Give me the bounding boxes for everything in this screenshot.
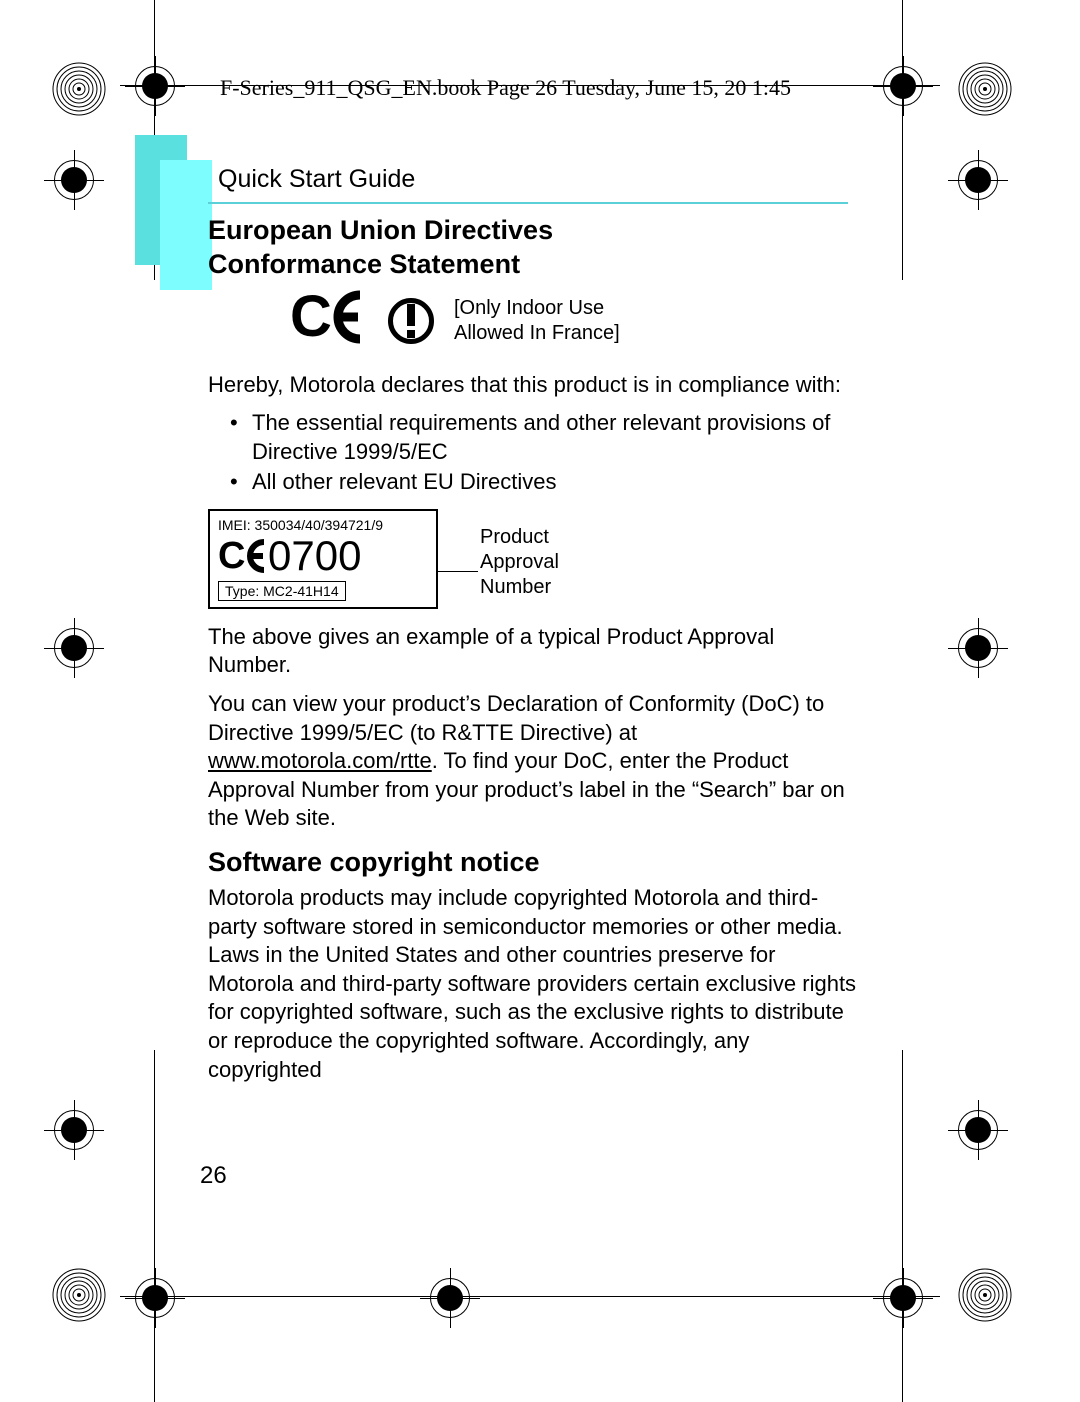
ce-approval-number: C 0700 [218,535,428,577]
product-label-box: IMEI: 350034/40/394721/9 C 0700 Type: MC2… [208,509,438,609]
text-line: Number [480,576,551,598]
body-paragraph: You can view your product’s Declaration … [208,690,860,833]
bullet-list: The essential requirements and other rel… [230,409,860,497]
svg-text:C: C [218,538,245,574]
crop-line [154,1050,155,1402]
registration-crosshair [54,1110,94,1150]
registration-crosshair [135,66,175,106]
section-title: European Union Directives Conformance St… [208,214,860,282]
registration-spiral [958,62,1012,116]
guide-title: Quick Start Guide [218,165,860,194]
type-box: Type: MC2-41H14 [218,581,346,601]
page-number: 26 [200,1162,227,1190]
list-item: All other relevant EU Directives [230,468,860,497]
registration-crosshair [958,628,998,668]
indoor-use-text: [Only Indoor Use Allowed In France] [454,296,620,346]
callout-line [438,571,478,572]
product-label-diagram: IMEI: 350034/40/394721/9 C 0700 Type: MC2… [208,509,860,609]
text-line: Product [480,526,549,548]
body-paragraph: Motorola products may include copyrighte… [208,884,860,1084]
body-paragraph: The above gives an example of a typical … [208,623,860,680]
title-rule [208,202,848,204]
page-header: F-Series_911_QSG_EN.book Page 26 Tuesday… [220,75,791,101]
section-title-line: Conformance Statement [208,249,520,279]
section-title-line: European Union Directives [208,215,553,245]
section-title: Software copyright notice [208,847,860,878]
callout-label: Product Approval Number [480,519,559,600]
text-span: You can view your product’s Declaration … [208,691,824,745]
text-line: Approval [480,551,559,573]
registration-crosshair [54,160,94,200]
crop-line [120,1296,940,1297]
text-line: [Only Indoor Use [454,297,604,319]
registration-spiral [52,62,106,116]
doc-link[interactable]: www.motorola.com/rtte [208,748,432,773]
registration-crosshair [958,160,998,200]
registration-crosshair [883,66,923,106]
text-line: Allowed In France] [454,322,620,344]
page-content: Quick Start Guide European Union Directi… [200,165,860,1094]
body-paragraph: Hereby, Motorola declares that this prod… [208,371,860,400]
imei-text: IMEI: 350034/40/394721/9 [218,517,428,533]
registration-crosshair [430,1278,470,1318]
registration-crosshair [883,1278,923,1318]
list-item: The essential requirements and other rel… [230,409,860,466]
crop-line [902,0,903,280]
svg-text:C: C [290,290,331,344]
registration-crosshair [135,1278,175,1318]
alert-icon [388,298,434,344]
registration-crosshair [958,1110,998,1150]
registration-crosshair [54,628,94,668]
registration-spiral [52,1268,106,1322]
ce-mark-row: C [Only Indoor Use Allowed In France] [290,290,860,353]
ce-mark-icon: C [290,290,368,353]
registration-spiral [958,1268,1012,1322]
approval-digits: 0700 [268,532,361,579]
crop-line [902,1050,903,1402]
